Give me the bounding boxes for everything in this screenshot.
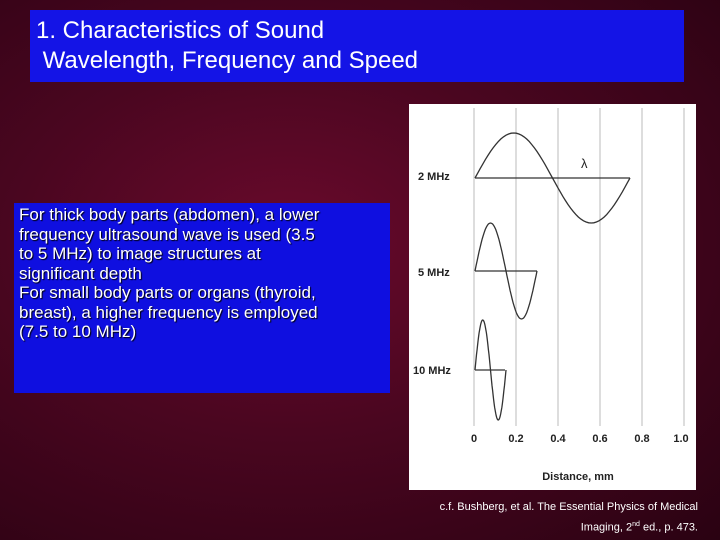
body-line: For thick body parts (abdomen), a lower: [19, 205, 320, 224]
title-line: 1. Characteristics of Sound: [36, 17, 325, 44]
figure-graphic: 2 MHz 5 MHz 10 MHz λ 0 0.2 0.4 0.6 0.8 1…: [413, 108, 689, 483]
body-line: to 5 MHz) to image structures at: [19, 244, 261, 263]
citation-text: Imaging, 2: [580, 521, 633, 534]
wave-label: 5 MHz: [418, 267, 450, 279]
x-axis-label: Distance, mm: [542, 471, 614, 483]
x-tick-label: 0.6: [592, 433, 607, 445]
wave-label: 10 MHz: [413, 365, 451, 377]
waves: [474, 132, 631, 421]
grid: [473, 108, 685, 426]
citation-line: c.f. Bushberg, et al. The Essential Phys…: [439, 501, 698, 513]
citation: c.f. Bushberg, et al. The Essential Phys…: [440, 499, 698, 537]
title-box: 1. Characteristics of Sound Wavelength, …: [30, 10, 684, 82]
citation-sup: nd: [632, 521, 640, 528]
citation-line: Imaging, 2nd ed., p. 473.: [440, 516, 698, 537]
lambda: λ: [581, 156, 588, 171]
x-tick-label: 1.0: [673, 433, 688, 445]
title-line: Wavelength, Frequency and Speed: [36, 47, 419, 74]
wave-label: 2 MHz: [418, 171, 450, 183]
x-tick-label: 0: [471, 433, 477, 445]
citation-text: ed., p. 473.: [639, 521, 698, 534]
body-line: significant depth: [19, 263, 142, 283]
x-tick-label: 0.2: [508, 433, 523, 445]
x-tick-label: 0.8: [634, 433, 649, 445]
body-box: For thick body parts (abdomen), a lower …: [14, 203, 390, 393]
body-line: breast), a higher frequency is employed: [19, 302, 318, 322]
body-line: (7.5 to 10 MHz): [19, 322, 137, 341]
figure: 2 MHz 5 MHz 10 MHz λ 0 0.2 0.4 0.6 0.8 1…: [409, 104, 696, 490]
body-line: For small body parts or organs (thyroid,: [19, 283, 316, 302]
body-line: frequency ultrasound wave is used (3.5: [19, 224, 315, 244]
x-tick-label: 0.4: [550, 433, 566, 445]
